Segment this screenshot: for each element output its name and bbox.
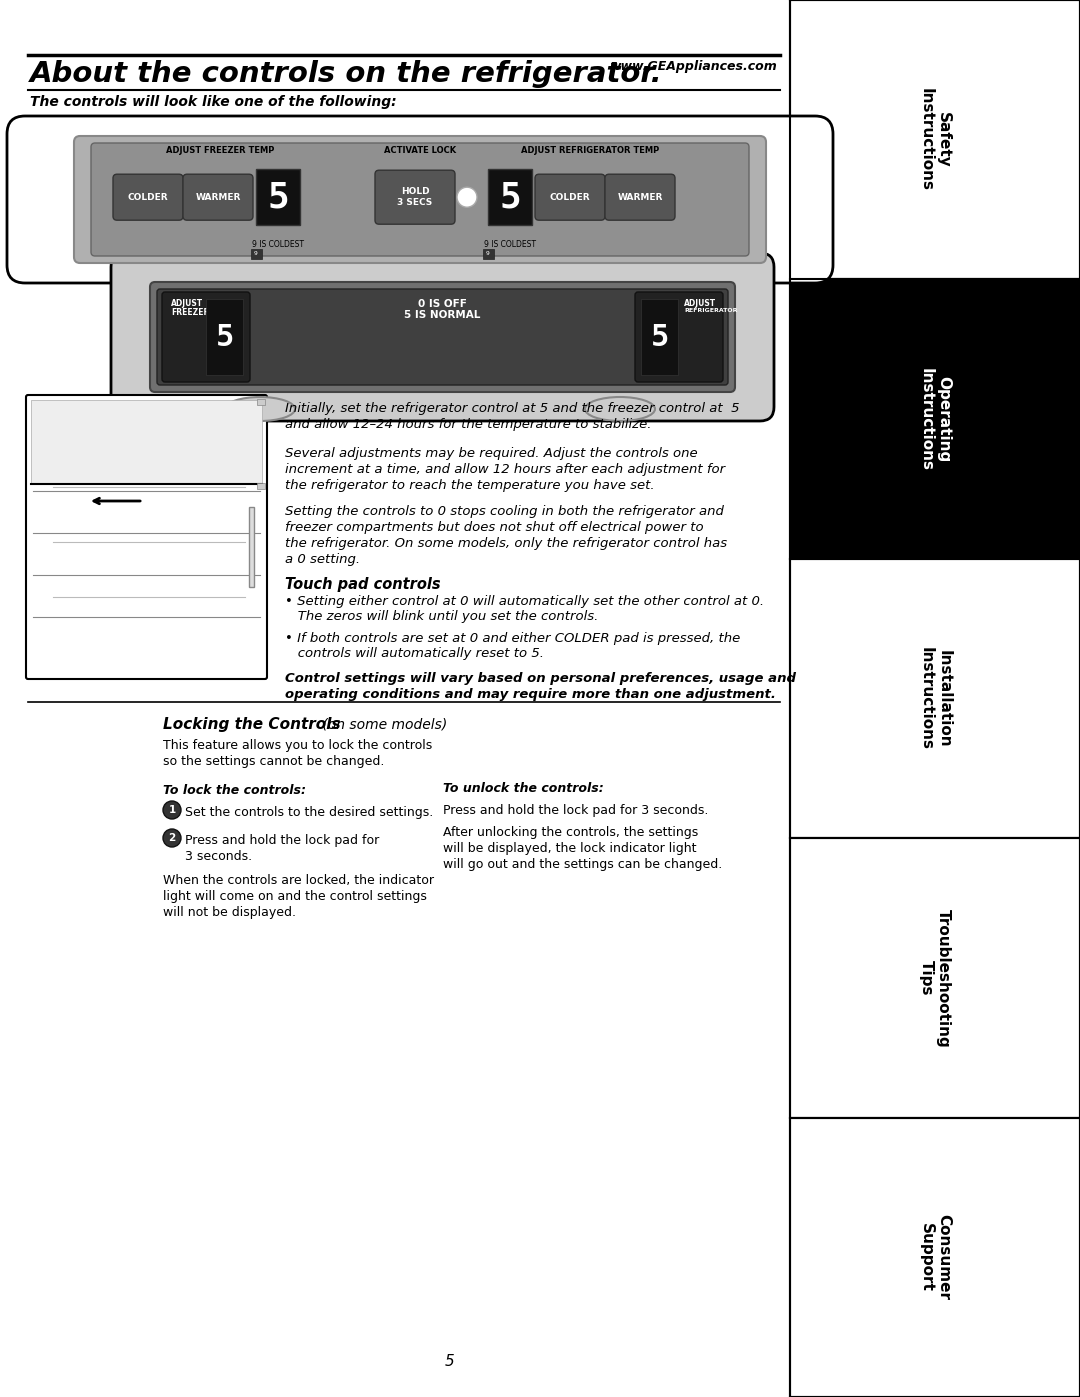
Text: COLDER: COLDER [127, 193, 168, 201]
FancyBboxPatch shape [642, 299, 678, 374]
FancyBboxPatch shape [183, 175, 253, 221]
FancyBboxPatch shape [75, 136, 766, 263]
Ellipse shape [225, 397, 295, 420]
FancyBboxPatch shape [6, 116, 833, 284]
Text: 0 IS OFF: 0 IS OFF [418, 299, 467, 309]
Text: When the controls are locked, the indicator
light will come on and the control s: When the controls are locked, the indica… [163, 875, 434, 919]
Text: Control settings will vary based on personal preferences, usage and
operating co: Control settings will vary based on pers… [285, 672, 796, 701]
Text: To lock the controls:: To lock the controls: [163, 784, 306, 798]
FancyBboxPatch shape [157, 289, 728, 386]
Text: ACTIVATE LOCK: ACTIVATE LOCK [383, 147, 456, 155]
Text: 9 IS COLDEST: 9 IS COLDEST [252, 240, 303, 249]
Text: After unlocking the controls, the settings
will be displayed, the lock indicator: After unlocking the controls, the settin… [443, 826, 723, 870]
Text: 5: 5 [267, 180, 288, 214]
Circle shape [163, 800, 181, 819]
FancyBboxPatch shape [483, 249, 494, 258]
Text: 9: 9 [254, 251, 258, 256]
Text: 9: 9 [486, 251, 490, 256]
FancyBboxPatch shape [162, 292, 249, 381]
FancyBboxPatch shape [375, 170, 455, 224]
FancyBboxPatch shape [488, 169, 532, 225]
Text: Set the controls to the desired settings.: Set the controls to the desired settings… [185, 806, 433, 819]
FancyBboxPatch shape [635, 292, 723, 381]
FancyBboxPatch shape [91, 142, 750, 256]
Text: Several adjustments may be required. Adjust the controls one
increment at a time: Several adjustments may be required. Adj… [285, 447, 725, 492]
Bar [31, 400, 262, 483]
Text: Press and hold the lock pad for 3 seconds.: Press and hold the lock pad for 3 second… [443, 805, 708, 817]
FancyBboxPatch shape [251, 249, 261, 258]
Text: The zeros will blink until you set the controls.: The zeros will blink until you set the c… [285, 610, 598, 623]
Text: 9 IS COLDEST: 9 IS COLDEST [484, 240, 536, 249]
Text: Press and hold the lock pad for
3 seconds.: Press and hold the lock pad for 3 second… [185, 834, 379, 863]
Bar [257, 483, 265, 489]
Text: Consumer
Support: Consumer Support [919, 1214, 951, 1301]
Bar [249, 507, 254, 587]
Bar [789, 0, 1080, 279]
FancyBboxPatch shape [111, 253, 774, 420]
Text: WARMER: WARMER [618, 193, 663, 201]
Text: Installation
Instructions: Installation Instructions [919, 647, 951, 750]
Text: ADJUST: ADJUST [684, 299, 716, 307]
Text: Operating
Instructions: Operating Instructions [919, 367, 951, 471]
Text: REFRIGERATOR: REFRIGERATOR [684, 307, 738, 313]
Ellipse shape [457, 187, 477, 207]
Text: 5: 5 [499, 180, 521, 214]
Text: FREEZER: FREEZER [171, 307, 210, 317]
Text: controls will automatically reset to 5.: controls will automatically reset to 5. [285, 647, 544, 659]
FancyBboxPatch shape [26, 395, 267, 679]
Text: • If both controls are set at 0 and either COLDER pad is pressed, the: • If both controls are set at 0 and eith… [285, 631, 740, 645]
Text: 5: 5 [216, 323, 234, 352]
FancyBboxPatch shape [605, 175, 675, 221]
Ellipse shape [585, 397, 654, 420]
Text: 5: 5 [445, 1354, 455, 1369]
Text: HOLD
3 SECS: HOLD 3 SECS [397, 187, 433, 207]
Text: • Setting either control at 0 will automatically set the other control at 0.: • Setting either control at 0 will autom… [285, 595, 765, 608]
Text: ADJUST: ADJUST [171, 299, 203, 307]
Text: COLDER: COLDER [550, 193, 591, 201]
Bar [789, 838, 1080, 1118]
Text: (on some models): (on some models) [318, 717, 447, 731]
FancyBboxPatch shape [206, 299, 243, 374]
Text: Setting the controls to 0 stops cooling in both the refrigerator and
freezer com: Setting the controls to 0 stops cooling … [285, 504, 727, 566]
Text: To unlock the controls:: To unlock the controls: [443, 782, 604, 795]
Bar [257, 400, 265, 405]
Text: Touch pad controls: Touch pad controls [285, 577, 441, 592]
Text: This feature allows you to lock the controls
so the settings cannot be changed.: This feature allows you to lock the cont… [163, 739, 432, 768]
Bar [789, 279, 1080, 559]
FancyBboxPatch shape [535, 175, 605, 221]
Text: ADJUST REFRIGERATOR TEMP: ADJUST REFRIGERATOR TEMP [521, 147, 659, 155]
Text: www.GEAppliances.com: www.GEAppliances.com [610, 60, 778, 73]
Text: 2: 2 [168, 833, 176, 842]
Circle shape [163, 828, 181, 847]
Text: 5 IS NORMAL: 5 IS NORMAL [404, 310, 481, 320]
Text: Initially, set the refrigerator control at 5 and the freezer control at  5
and a: Initially, set the refrigerator control … [285, 402, 740, 432]
Text: The controls will look like one of the following:: The controls will look like one of the f… [30, 95, 396, 109]
Text: Locking the Controls: Locking the Controls [163, 717, 340, 732]
Text: Troubleshooting
Tips: Troubleshooting Tips [919, 908, 951, 1048]
Text: WARMER: WARMER [195, 193, 241, 201]
Bar [789, 559, 1080, 838]
Text: About the controls on the refrigerator.: About the controls on the refrigerator. [30, 60, 663, 88]
Text: 5: 5 [651, 323, 670, 352]
Bar [789, 1118, 1080, 1397]
Text: 1: 1 [168, 805, 176, 814]
Text: Safety
Instructions: Safety Instructions [919, 88, 951, 191]
Text: ADJUST FREEZER TEMP: ADJUST FREEZER TEMP [166, 147, 274, 155]
FancyBboxPatch shape [113, 175, 183, 221]
FancyBboxPatch shape [150, 282, 735, 393]
FancyBboxPatch shape [256, 169, 300, 225]
